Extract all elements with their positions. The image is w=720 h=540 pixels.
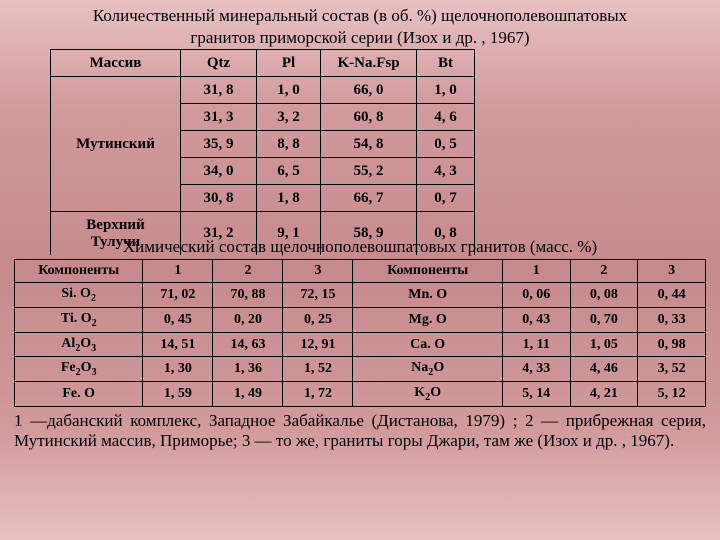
col-header: Qtz: [181, 50, 257, 77]
component-cell: Mg. O: [353, 307, 502, 332]
cell: 66, 7: [321, 185, 417, 212]
cell: 0, 20: [213, 307, 283, 332]
cell: 0, 43: [502, 307, 570, 332]
cell: 0, 98: [638, 332, 706, 357]
col-header: Компоненты: [15, 260, 143, 283]
component-cell: Ti. O2: [15, 307, 143, 332]
cell: 70, 88: [213, 283, 283, 308]
cell: 55, 2: [321, 158, 417, 185]
cell: 4, 46: [570, 357, 638, 382]
cell: 3, 52: [638, 357, 706, 382]
component-cell: Ca. O: [353, 332, 502, 357]
cell: 1, 05: [570, 332, 638, 357]
chem-title: Химический состав щелочнополевошпатовых …: [14, 237, 706, 257]
table-row: Компоненты123Компоненты123: [15, 260, 706, 283]
cell: 6, 5: [257, 158, 321, 185]
cell: 1, 49: [213, 382, 283, 407]
component-cell: Si. O2: [15, 283, 143, 308]
col-header: Компоненты: [353, 260, 502, 283]
cell: 1, 8: [257, 185, 321, 212]
footnote: 1 —дабанский комплекс, Западное Забайкал…: [14, 411, 706, 450]
cell: 1, 11: [502, 332, 570, 357]
component-cell: Fe2O3: [15, 357, 143, 382]
cell: 4, 6: [417, 104, 475, 131]
col-header: 3: [638, 260, 706, 283]
massif-label: Мутинский: [51, 77, 181, 212]
cell: 0, 45: [143, 307, 213, 332]
cell: 0, 7: [417, 185, 475, 212]
col-header: 3: [283, 260, 353, 283]
table-row: Fe. O1, 591, 491, 72K2O5, 144, 215, 12: [15, 382, 706, 407]
cell: 5, 14: [502, 382, 570, 407]
cell: 1, 0: [257, 77, 321, 104]
component-cell: Al2O3: [15, 332, 143, 357]
title-line2: гранитов приморской серии (Изох и др. , …: [14, 28, 706, 48]
col-header: 1: [502, 260, 570, 283]
cell: 0, 33: [638, 307, 706, 332]
cell: 66, 0: [321, 77, 417, 104]
cell: 3, 2: [257, 104, 321, 131]
component-cell: Fe. O: [15, 382, 143, 407]
cell: 1, 0: [417, 77, 475, 104]
component-cell: K2O: [353, 382, 502, 407]
table-row: Ti. O20, 450, 200, 25Mg. O0, 430, 700, 3…: [15, 307, 706, 332]
col-header: 2: [213, 260, 283, 283]
cell: 54, 8: [321, 131, 417, 158]
cell: 1, 59: [143, 382, 213, 407]
table-row: Массив Qtz Pl K-Na.Fsp Bt: [51, 50, 475, 77]
cell: 34, 0: [181, 158, 257, 185]
cell: 4, 33: [502, 357, 570, 382]
cell: 1, 52: [283, 357, 353, 382]
cell: 1, 30: [143, 357, 213, 382]
chem-table: Компоненты123Компоненты123 Si. O271, 027…: [14, 259, 706, 407]
cell: 8, 8: [257, 131, 321, 158]
cell: 1, 36: [213, 357, 283, 382]
cell: 60, 8: [321, 104, 417, 131]
col-header: Массив: [51, 50, 181, 77]
cell: 12, 91: [283, 332, 353, 357]
cell: 14, 51: [143, 332, 213, 357]
cell: 31, 3: [181, 104, 257, 131]
mineral-table: Массив Qtz Pl K-Na.Fsp Bt Мутинский 31, …: [50, 49, 475, 255]
cell: 0, 25: [283, 307, 353, 332]
component-cell: Na2O: [353, 357, 502, 382]
col-header: K-Na.Fsp: [321, 50, 417, 77]
cell: 4, 3: [417, 158, 475, 185]
cell: 71, 02: [143, 283, 213, 308]
cell: 1, 72: [283, 382, 353, 407]
col-header: Bt: [417, 50, 475, 77]
cell: 0, 08: [570, 283, 638, 308]
cell: 4, 21: [570, 382, 638, 407]
cell: 5, 12: [638, 382, 706, 407]
cell: 0, 70: [570, 307, 638, 332]
cell: 14, 63: [213, 332, 283, 357]
title-line1: Количественный минеральный состав (в об.…: [14, 6, 706, 26]
table-row: Мутинский 31, 81, 066, 01, 0: [51, 77, 475, 104]
col-header: 1: [143, 260, 213, 283]
table-row: Fe2O31, 301, 361, 52Na2O4, 334, 463, 52: [15, 357, 706, 382]
table-row: Si. O271, 0270, 8872, 15Mn. O0, 060, 080…: [15, 283, 706, 308]
cell: 30, 8: [181, 185, 257, 212]
cell: 72, 15: [283, 283, 353, 308]
cell: 0, 5: [417, 131, 475, 158]
col-header: 2: [570, 260, 638, 283]
cell: 35, 9: [181, 131, 257, 158]
component-cell: Mn. O: [353, 283, 502, 308]
cell: 0, 44: [638, 283, 706, 308]
cell: 31, 8: [181, 77, 257, 104]
col-header: Pl: [257, 50, 321, 77]
table-row: Al2O314, 5114, 6312, 91Ca. O1, 111, 050,…: [15, 332, 706, 357]
cell: 0, 06: [502, 283, 570, 308]
